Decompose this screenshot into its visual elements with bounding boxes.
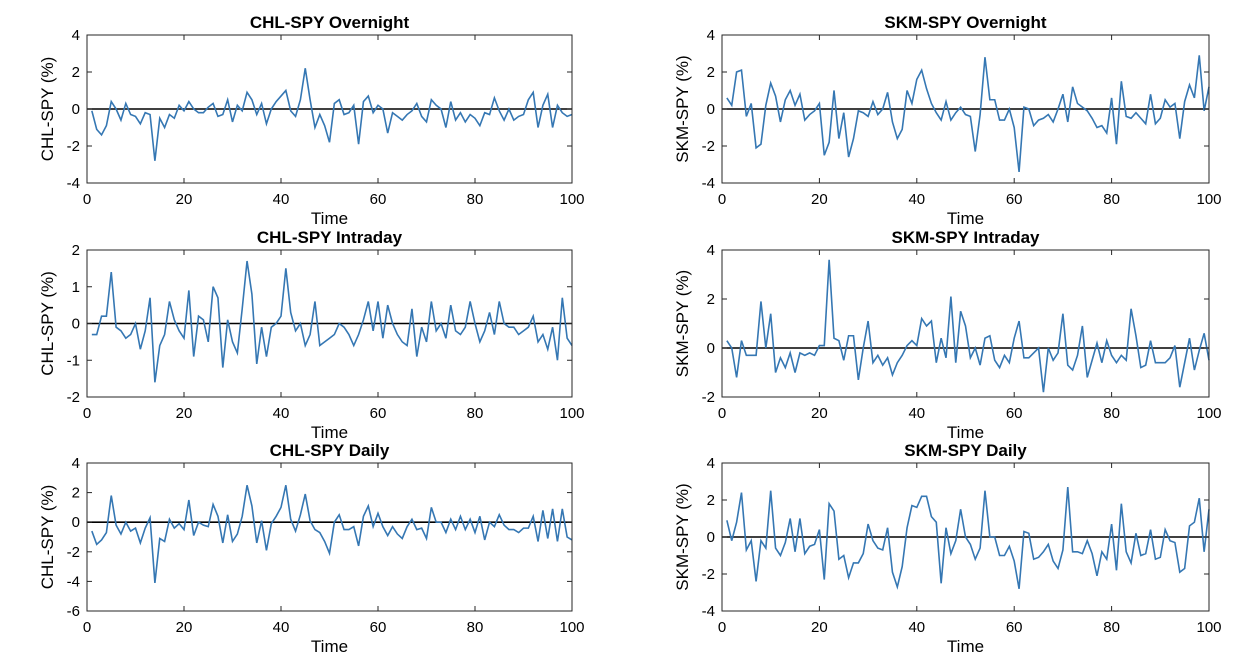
y-tick-label: -4 [67, 175, 80, 192]
x-tick-label: 100 [1196, 619, 1221, 636]
y-tick-label: 4 [707, 455, 715, 472]
x-tick-label: 40 [908, 405, 925, 422]
y-tick-label: -1 [67, 352, 80, 369]
axes-box [721, 249, 1210, 398]
x-tick-label: 0 [83, 405, 91, 422]
x-tick-label: 20 [811, 405, 828, 422]
y-axis-label: CHL-SPY (%) [38, 485, 57, 590]
x-tick-label: 100 [559, 191, 584, 208]
x-tick-label: 40 [908, 619, 925, 636]
x-tick-label: 20 [811, 191, 828, 208]
y-tick-label: -2 [702, 389, 715, 406]
panel-chl-overnight: CHL-SPY Overnight Time CHL-SPY (%) 0 20 40… [38, 13, 585, 228]
y-tick-label: 0 [707, 101, 715, 118]
x-tick-label: 20 [811, 619, 828, 636]
series-line [91, 485, 573, 583]
y-axis-label: CHL-SPY (%) [38, 271, 57, 376]
chart-title: SKM-SPY Overnight [884, 13, 1046, 32]
x-axis-label: Time [947, 423, 984, 442]
x-tick-label: 0 [718, 619, 726, 636]
y-tick-label: 0 [72, 514, 80, 531]
x-tick-label: 40 [273, 405, 290, 422]
x-tick-label: 40 [273, 619, 290, 636]
x-tick-label: 60 [370, 191, 387, 208]
y-tick-label: 0 [707, 529, 715, 546]
y-tick-label: -4 [702, 603, 715, 620]
x-axis-label: Time [311, 423, 348, 442]
series-line [91, 260, 573, 383]
x-axis-label: Time [947, 209, 984, 228]
y-axis-label: CHL-SPY (%) [38, 57, 57, 162]
x-tick-label: 80 [1103, 405, 1120, 422]
chart-title: CHL-SPY Overnight [250, 13, 410, 32]
y-tick-label: 2 [707, 64, 715, 81]
panel-skm-overnight: SKM-SPY Overnight Time SKM-SPY (%) 0 20 40… [673, 13, 1222, 228]
x-tick-label: 100 [559, 619, 584, 636]
y-tick-label: -2 [67, 138, 80, 155]
x-axis-label: Time [311, 209, 348, 228]
y-tick-label: 2 [72, 242, 80, 259]
y-tick-label: 0 [707, 340, 715, 357]
chart-title: CHL-SPY Daily [270, 441, 390, 460]
y-tick-label: -2 [67, 544, 80, 561]
y-tick-label: 2 [707, 492, 715, 509]
series-line [726, 486, 1210, 590]
y-axis-label: SKM-SPY (%) [673, 483, 692, 590]
x-tick-label: 40 [908, 191, 925, 208]
panel-chl-daily: CHL-SPY Daily Time CHL-SPY (%) 0 20 40 60 80… [38, 441, 585, 656]
x-tick-label: 80 [467, 405, 484, 422]
y-tick-label: 4 [707, 27, 715, 44]
y-tick-label: 1 [72, 279, 80, 296]
x-tick-label: 100 [1196, 405, 1221, 422]
y-tick-label: -2 [702, 138, 715, 155]
y-tick-label: -4 [702, 175, 715, 192]
series-line [726, 55, 1210, 172]
x-tick-label: 60 [1006, 405, 1023, 422]
series-line [91, 68, 573, 161]
x-tick-label: 20 [176, 405, 193, 422]
y-tick-label: 4 [707, 242, 715, 259]
x-tick-label: 60 [370, 619, 387, 636]
x-tick-label: 100 [1196, 191, 1221, 208]
y-tick-label: 2 [72, 64, 80, 81]
y-tick-label: -6 [67, 603, 80, 620]
y-tick-label: 2 [72, 485, 80, 502]
x-tick-label: 80 [1103, 619, 1120, 636]
panel-chl-intraday: CHL-SPY Intraday Time CHL-SPY (%) 0 20 40 6… [38, 228, 585, 442]
x-axis-label: Time [311, 637, 348, 656]
x-tick-label: 100 [559, 405, 584, 422]
x-tick-label: 20 [176, 191, 193, 208]
chart-title: SKM-SPY Intraday [891, 228, 1040, 247]
y-tick-label: 0 [72, 316, 80, 333]
panel-skm-intraday: SKM-SPY Intraday Time SKM-SPY (%) 0 20 40 6… [673, 228, 1222, 442]
y-tick-label: -2 [702, 566, 715, 583]
axes-box [86, 462, 573, 612]
x-tick-label: 80 [467, 191, 484, 208]
x-tick-label: 80 [1103, 191, 1120, 208]
panel-skm-daily: SKM-SPY Daily Time SKM-SPY (%) 0 20 40 60 80… [673, 441, 1222, 656]
y-axis-label: SKM-SPY (%) [673, 55, 692, 162]
x-tick-label: 20 [176, 619, 193, 636]
x-tick-label: 40 [273, 191, 290, 208]
x-tick-label: 0 [83, 619, 91, 636]
x-tick-label: 60 [1006, 191, 1023, 208]
x-tick-label: 80 [467, 619, 484, 636]
x-tick-label: 0 [83, 191, 91, 208]
x-tick-label: 60 [370, 405, 387, 422]
chart-title: CHL-SPY Intraday [257, 228, 403, 247]
y-tick-label: 4 [72, 27, 80, 44]
series-line [726, 259, 1210, 393]
y-tick-label: 4 [72, 455, 80, 472]
y-tick-label: 2 [707, 291, 715, 308]
chart-title: SKM-SPY Daily [904, 441, 1027, 460]
x-tick-label: 0 [718, 405, 726, 422]
y-axis-label: SKM-SPY (%) [673, 270, 692, 377]
y-tick-label: -2 [67, 389, 80, 406]
x-axis-label: Time [947, 637, 984, 656]
x-tick-label: 0 [718, 191, 726, 208]
y-tick-label: 0 [72, 101, 80, 118]
x-tick-label: 60 [1006, 619, 1023, 636]
y-tick-label: -4 [67, 573, 80, 590]
